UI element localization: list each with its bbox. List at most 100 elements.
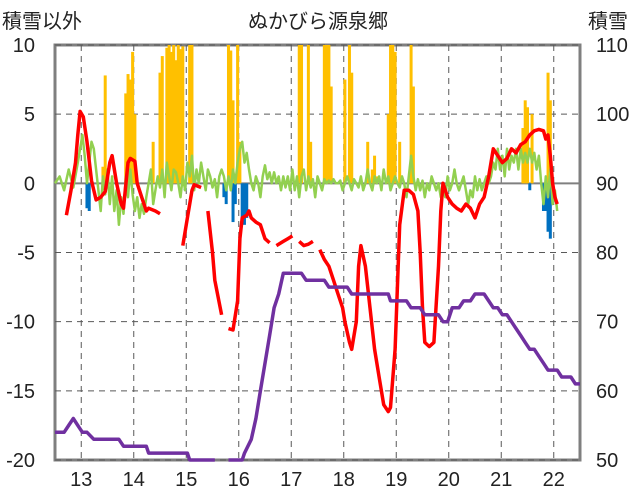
- x-tick-label: 21: [490, 469, 512, 491]
- x-axis-ticks: 13 14 15 16 17 18 19 20 21 22: [70, 469, 565, 491]
- bar-positive: [343, 79, 347, 184]
- x-tick-label: 22: [543, 469, 565, 491]
- bar-positive: [389, 45, 393, 184]
- series-line-temperature: [206, 210, 224, 316]
- bar-negative: [224, 183, 228, 205]
- bar-positive: [350, 72, 354, 184]
- plot-area: [53, 43, 582, 462]
- right-tick-label: 80: [596, 243, 618, 265]
- bar-positive: [327, 45, 331, 184]
- right-tick-label: 110: [596, 35, 628, 57]
- bar-negative: [245, 183, 249, 218]
- x-tick-label: 15: [175, 469, 197, 491]
- bar-positive: [188, 45, 192, 184]
- series-line-temperature: [275, 234, 294, 248]
- series-line-temperature: [64, 109, 161, 216]
- bar-positive: [325, 45, 329, 184]
- bar-positive: [131, 51, 135, 184]
- bar-positive: [329, 86, 333, 184]
- bar-negative: [222, 183, 226, 198]
- x-tick-label: 16: [228, 469, 250, 491]
- bar-positive: [126, 74, 130, 184]
- bar-positive: [306, 45, 310, 184]
- bar-negative: [87, 183, 91, 211]
- bar-positive: [190, 45, 194, 184]
- bar-positive: [158, 72, 162, 184]
- bar-negative: [546, 183, 550, 232]
- bar-positive: [160, 56, 164, 184]
- left-tick-label: 5: [24, 104, 35, 126]
- left-tick-label: 0: [24, 173, 35, 195]
- left-tick-label: -5: [17, 243, 35, 265]
- bar-positive: [236, 45, 240, 184]
- series-line-temperature: [181, 182, 202, 246]
- bar-positive: [297, 45, 301, 184]
- bar-positive: [179, 49, 183, 184]
- bar-positive: [133, 114, 137, 184]
- bar-positive: [347, 45, 351, 184]
- series-line-temperature: [227, 209, 271, 332]
- bar-negative: [233, 183, 237, 205]
- bar-positive: [370, 169, 374, 184]
- x-tick-label: 13: [70, 469, 92, 491]
- bar-positive: [151, 141, 155, 184]
- bar-positive: [128, 79, 132, 184]
- bar-positive: [231, 100, 235, 184]
- bar-positive: [172, 45, 176, 184]
- bar-positive: [373, 155, 377, 184]
- series-line-wind: [53, 133, 559, 227]
- bar-positive: [229, 50, 233, 184]
- bar-negative: [548, 183, 552, 239]
- series-line-temperature: [298, 239, 314, 248]
- left-tick-label: 10: [13, 35, 35, 57]
- series-line-temperature: [318, 127, 559, 414]
- bar-positive: [226, 45, 230, 184]
- x-tick-label: 17: [280, 469, 302, 491]
- bar-positive: [165, 47, 169, 184]
- x-tick-label: 19: [385, 469, 407, 491]
- right-tick-label: 90: [596, 173, 618, 195]
- left-axis-ticks: 10 5 0 -5 -10 -15 -20: [6, 35, 35, 472]
- right-tick-label: 50: [596, 450, 618, 472]
- bar-positive: [169, 51, 173, 184]
- x-tick-label: 18: [333, 469, 355, 491]
- bar-positive: [322, 45, 326, 184]
- bar-positive: [393, 51, 397, 184]
- bar-positive: [386, 114, 390, 184]
- bar-positive: [391, 45, 395, 184]
- bar-negative: [528, 183, 532, 191]
- bar-positive: [103, 75, 107, 184]
- bar-positive: [124, 93, 128, 184]
- bar-positive: [409, 45, 413, 184]
- bar-negative: [85, 183, 89, 209]
- bar-positive: [101, 166, 105, 184]
- bar-positive: [176, 45, 180, 184]
- bar-positive: [530, 114, 534, 184]
- right-axis-label: 積雪: [588, 9, 628, 33]
- bar-positive: [167, 45, 171, 184]
- left-tick-label: -10: [6, 312, 35, 334]
- left-axis-label: 積雪以外: [2, 9, 82, 33]
- left-tick-label: -15: [6, 381, 35, 403]
- bar-positive: [300, 45, 304, 184]
- bar-positive: [238, 141, 242, 184]
- bar-negative: [240, 183, 244, 218]
- bar-negative: [231, 183, 235, 223]
- right-tick-label: 70: [596, 312, 618, 334]
- bar-positive: [526, 107, 529, 184]
- bar-positive: [366, 141, 370, 184]
- bar-positive: [181, 46, 185, 184]
- series-line-snow-depth: [55, 416, 215, 462]
- bar-negative: [242, 183, 246, 225]
- right-tick-label: 60: [596, 381, 618, 403]
- bar-negative: [544, 183, 548, 211]
- left-tick-label: -20: [6, 450, 35, 472]
- bar-positive: [174, 60, 178, 184]
- bar-positive: [546, 72, 550, 184]
- chart-title: ぬかびら源泉郷: [248, 9, 388, 33]
- x-tick-label: 20: [438, 469, 460, 491]
- bar-positive: [309, 141, 313, 184]
- bar-positive: [411, 86, 415, 184]
- right-tick-label: 100: [596, 104, 629, 126]
